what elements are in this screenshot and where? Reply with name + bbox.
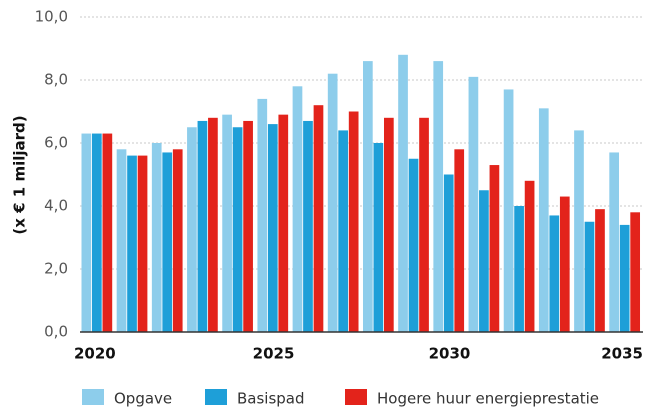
bar <box>127 155 137 332</box>
bar <box>197 120 208 332</box>
y-tick-label: 10,0 <box>35 8 68 26</box>
bar <box>559 196 570 332</box>
x-tick-label: 2035 <box>601 345 643 363</box>
legend-swatch <box>345 389 367 405</box>
bar <box>81 133 92 332</box>
bar <box>454 149 465 332</box>
bar <box>398 54 408 333</box>
bar <box>489 165 500 332</box>
bar <box>468 76 479 332</box>
bar <box>584 221 595 332</box>
bar <box>619 224 630 332</box>
legend-swatch <box>205 389 227 405</box>
bar <box>313 105 324 332</box>
legend-swatch <box>82 389 104 405</box>
y-axis-label: (x € 1 miljard) <box>11 115 29 234</box>
bar <box>514 206 524 332</box>
y-tick-label: 4,0 <box>44 197 68 215</box>
bar <box>503 89 514 332</box>
y-tick-label: 0,0 <box>44 323 68 341</box>
bar <box>524 180 535 332</box>
bar <box>419 117 429 332</box>
bar <box>443 174 454 332</box>
bar <box>538 108 549 332</box>
bar <box>363 61 373 332</box>
bar <box>373 143 384 332</box>
bar <box>151 143 162 332</box>
bar <box>348 111 359 332</box>
y-tick-label: 2,0 <box>44 260 68 278</box>
bar <box>208 117 218 332</box>
bar <box>595 209 605 332</box>
x-tick-label: 2025 <box>253 345 295 363</box>
bar <box>549 215 560 332</box>
bar <box>408 158 419 332</box>
bar <box>630 212 641 332</box>
bar <box>433 61 444 332</box>
bar <box>172 149 183 332</box>
bar <box>222 114 232 333</box>
bar <box>267 124 278 332</box>
bar <box>116 149 127 332</box>
bar <box>303 120 313 332</box>
legend-label: Hogere huur energieprestatie <box>377 390 599 408</box>
x-tick-label: 2030 <box>429 345 471 363</box>
bar <box>609 152 620 332</box>
bar <box>92 133 102 332</box>
bar <box>479 190 489 332</box>
bar <box>327 73 338 332</box>
legend-label: Basispad <box>237 390 305 408</box>
bar <box>278 114 289 333</box>
y-tick-label: 6,0 <box>44 134 68 152</box>
y-tick-label: 8,0 <box>44 71 68 89</box>
bar <box>102 133 113 332</box>
bar <box>187 127 197 332</box>
bar <box>162 152 173 332</box>
bar <box>257 98 268 333</box>
x-tick-label: 2020 <box>74 345 116 363</box>
bar <box>384 117 394 332</box>
bar <box>243 120 253 332</box>
bar <box>574 130 584 332</box>
legend-label: Opgave <box>114 390 172 408</box>
bar <box>292 86 303 332</box>
bar <box>137 155 148 332</box>
bar <box>232 127 243 332</box>
bar <box>338 130 349 332</box>
